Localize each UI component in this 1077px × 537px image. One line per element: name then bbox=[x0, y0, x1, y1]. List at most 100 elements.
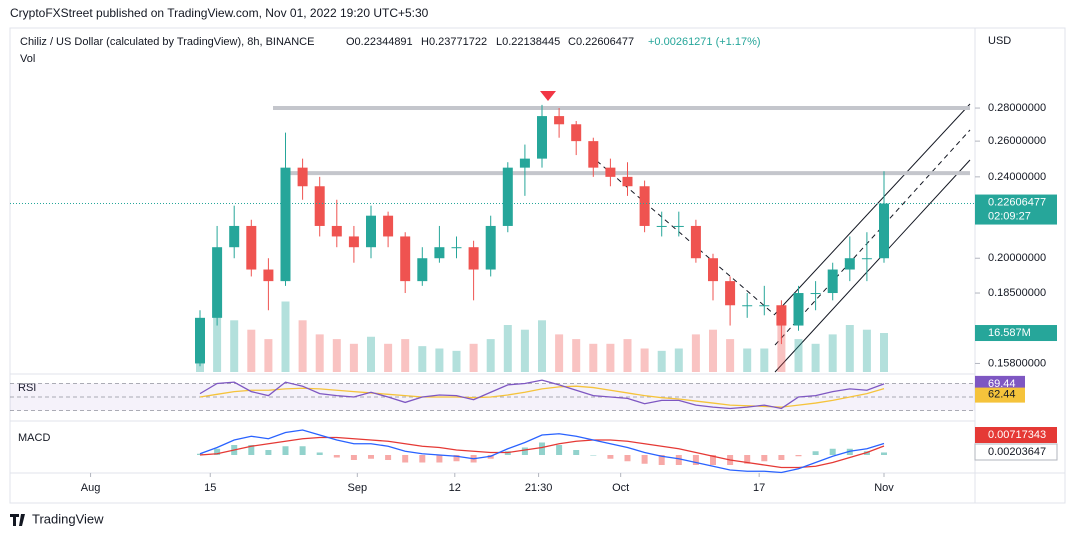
volume-bar bbox=[213, 306, 222, 372]
legend-change: +0.00261271 (+1.17%) bbox=[648, 36, 761, 48]
macd-label-box bbox=[975, 427, 1057, 443]
x-tick-label: 17 bbox=[753, 482, 765, 494]
legend-high: H0.23771722 bbox=[421, 36, 487, 48]
candle-body bbox=[537, 116, 547, 159]
macd-signal-line bbox=[199, 436, 885, 469]
rsi-label-box bbox=[975, 375, 1025, 391]
volume-bar bbox=[418, 346, 427, 372]
x-tick-label: Sep bbox=[348, 482, 368, 494]
y-tick-label: 0.18500000 bbox=[988, 287, 1046, 299]
volume-bar bbox=[726, 339, 735, 372]
candle-body bbox=[212, 247, 223, 318]
candle-body bbox=[708, 258, 718, 282]
candle-body bbox=[314, 186, 325, 226]
volume-bar bbox=[503, 325, 512, 372]
candle-body bbox=[622, 176, 633, 187]
candle-body bbox=[844, 258, 855, 270]
macd-title: MACD bbox=[18, 432, 50, 444]
macd-histogram bbox=[658, 455, 665, 465]
macd-histogram bbox=[829, 448, 836, 455]
macd-histogram bbox=[778, 455, 785, 460]
macd-label: 0.00717343 bbox=[988, 429, 1046, 441]
volume-bar bbox=[589, 343, 598, 372]
macd-histogram bbox=[573, 450, 580, 455]
legend-low: L0.22138445 bbox=[496, 36, 560, 48]
x-tick-label: 21:30 bbox=[525, 482, 553, 494]
x-tick-label: Aug bbox=[81, 482, 101, 494]
volume-bar bbox=[794, 339, 803, 372]
volume-bar bbox=[828, 334, 837, 372]
volume-bar bbox=[606, 343, 615, 372]
candle-body bbox=[879, 203, 889, 259]
legend-close: C0.22606477 bbox=[568, 36, 634, 48]
brand: TradingView bbox=[10, 511, 104, 526]
price-label: 0.22606477 bbox=[988, 196, 1046, 208]
macd-histogram bbox=[368, 455, 374, 459]
rsi-ma-label: 62.44 bbox=[988, 389, 1016, 401]
histogram-label: 0.00203647 bbox=[988, 446, 1046, 458]
legend-open: O0.22344891 bbox=[346, 36, 413, 48]
volume-bar bbox=[520, 329, 529, 372]
x-tick-label: 12 bbox=[449, 482, 461, 494]
volume-bar bbox=[315, 334, 324, 372]
volume-bar bbox=[572, 339, 581, 372]
channel bbox=[589, 103, 971, 373]
y-tick-label: 0.28000000 bbox=[988, 102, 1046, 114]
volume-bar bbox=[401, 339, 410, 372]
rsi-label: 69.44 bbox=[988, 378, 1016, 390]
volume-bar bbox=[811, 343, 820, 372]
macd-histogram bbox=[282, 446, 289, 455]
macd-histogram bbox=[419, 455, 426, 463]
candle-body bbox=[725, 281, 736, 306]
volume-bar bbox=[862, 329, 871, 372]
macd-histogram bbox=[692, 455, 699, 465]
volume-bar bbox=[555, 334, 564, 372]
macd-histogram bbox=[248, 445, 255, 455]
candle-body bbox=[519, 158, 530, 168]
channel-lower bbox=[774, 159, 971, 373]
volume-label: 16.587M bbox=[988, 327, 1031, 339]
rsi-line bbox=[199, 379, 885, 410]
macd-histogram bbox=[607, 455, 614, 459]
publisher: CryptoFXStreet published on TradingView.… bbox=[10, 6, 429, 20]
rsi-title: RSI bbox=[18, 382, 36, 394]
candle-body bbox=[690, 225, 701, 259]
candle-body bbox=[417, 258, 428, 282]
volume-bar bbox=[435, 348, 444, 372]
trend-line bbox=[589, 154, 776, 316]
volume-bar bbox=[349, 343, 358, 372]
candle-body bbox=[673, 225, 684, 227]
macd-histogram bbox=[350, 455, 357, 460]
volume-bar bbox=[230, 320, 239, 372]
volume-title: Vol bbox=[20, 53, 35, 65]
volume-bar bbox=[486, 339, 495, 372]
macd-histogram bbox=[265, 450, 272, 455]
x-tick-label: Oct bbox=[612, 482, 629, 494]
candle-body bbox=[485, 225, 496, 270]
volume-bar bbox=[332, 339, 341, 372]
x-tick-label: Nov bbox=[874, 482, 894, 494]
volume-bar bbox=[640, 348, 649, 372]
macd-histogram bbox=[556, 445, 563, 455]
macd-histogram bbox=[812, 451, 819, 455]
rsi-ma-label-box bbox=[975, 387, 1025, 403]
candle-body bbox=[776, 305, 787, 326]
brand-logo bbox=[10, 514, 25, 526]
volume-bar bbox=[264, 339, 273, 372]
macd-histogram bbox=[710, 455, 716, 465]
countdown: 02:09:27 bbox=[988, 210, 1031, 222]
brand-name: TradingView bbox=[32, 511, 104, 526]
volume-bar bbox=[247, 329, 256, 372]
macd-histogram bbox=[436, 455, 443, 463]
candle-body bbox=[502, 167, 513, 226]
volume-bar bbox=[691, 334, 700, 372]
candle-body bbox=[605, 167, 616, 177]
candle-body bbox=[434, 247, 445, 259]
candle-body bbox=[468, 247, 479, 270]
candle-body bbox=[400, 236, 411, 282]
candle-body bbox=[554, 116, 565, 125]
volume-bar bbox=[777, 320, 786, 372]
y-tick-label: 0.20000000 bbox=[988, 252, 1046, 264]
volume-bar bbox=[538, 320, 546, 372]
